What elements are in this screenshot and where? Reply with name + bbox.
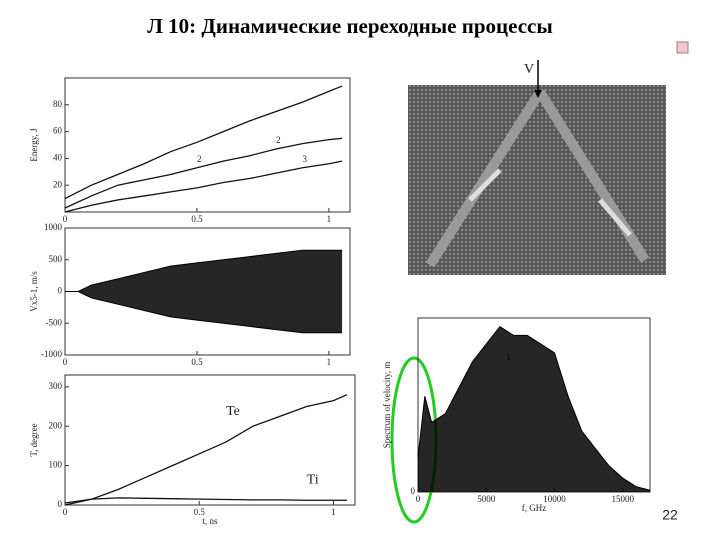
x-tick-label: 0.5	[191, 357, 203, 367]
decor-square	[676, 41, 689, 54]
x-tick-label: 15000	[611, 494, 634, 504]
x-tick-label: 0.5	[194, 507, 206, 517]
x-tick-label: 10000	[543, 494, 566, 504]
y-tick-label: 20	[53, 179, 63, 189]
x-axis-title: f, GHz	[522, 503, 547, 513]
envelope-fill	[418, 326, 650, 492]
x-tick-label: 1	[331, 507, 336, 517]
y-tick-label: -500	[46, 317, 63, 327]
lattice-image: V	[408, 60, 666, 275]
envelope-fill	[65, 250, 343, 333]
y-axis-title: Spectrum of velocity, m	[382, 362, 392, 448]
x-tick-label: 0.5	[191, 214, 203, 224]
x-tick-label: 0	[63, 214, 68, 224]
x-tick-label: 5000	[477, 494, 496, 504]
x-tick-label: 0	[63, 357, 68, 367]
x-tick-label: 1	[327, 214, 332, 224]
series-label: Te	[226, 404, 240, 419]
y-tick-label: 500	[49, 254, 63, 264]
series-label: 3	[303, 154, 308, 164]
series-line	[64, 394, 348, 506]
arrow-head	[534, 90, 542, 98]
lattice	[408, 85, 666, 275]
series-line	[64, 497, 347, 504]
plot-frame	[64, 77, 351, 213]
y-tick-label: 100	[49, 460, 63, 470]
series-line	[64, 160, 343, 213]
y-tick-label: -1000	[41, 349, 62, 359]
y-axis-title: Vx5-1, m/s	[29, 271, 39, 312]
page-number: 22	[662, 507, 678, 523]
series-label: 2	[197, 154, 202, 164]
slide-title: Л 10: Динамические переходные процессы	[147, 14, 552, 38]
series-label: 2	[276, 135, 281, 145]
series-label: Ti	[307, 472, 319, 487]
x-axis-title: t, ns	[202, 516, 218, 526]
series-line	[64, 85, 343, 200]
y-tick-label: 0	[58, 286, 63, 296]
y-tick-label: 0	[411, 486, 416, 496]
x-tick-label: 0	[416, 494, 421, 504]
x-tick-label: 1	[327, 357, 332, 367]
plot-frame	[64, 374, 356, 506]
series-line	[64, 137, 343, 209]
image-label: V	[524, 62, 534, 77]
y-axis-title: Energy, J	[29, 128, 39, 162]
y-tick-label: 300	[49, 381, 63, 391]
y-tick-label: 200	[49, 420, 63, 430]
x-tick-label: 0	[63, 507, 68, 517]
y-tick-label: 0	[58, 499, 63, 509]
y-tick-label: 80	[53, 99, 63, 109]
y-tick-label: 1000	[44, 222, 63, 232]
y-tick-label: 40	[53, 152, 63, 162]
y-tick-label: 60	[53, 126, 63, 136]
y-axis-title: T, degree	[29, 423, 39, 456]
defect	[468, 168, 632, 237]
